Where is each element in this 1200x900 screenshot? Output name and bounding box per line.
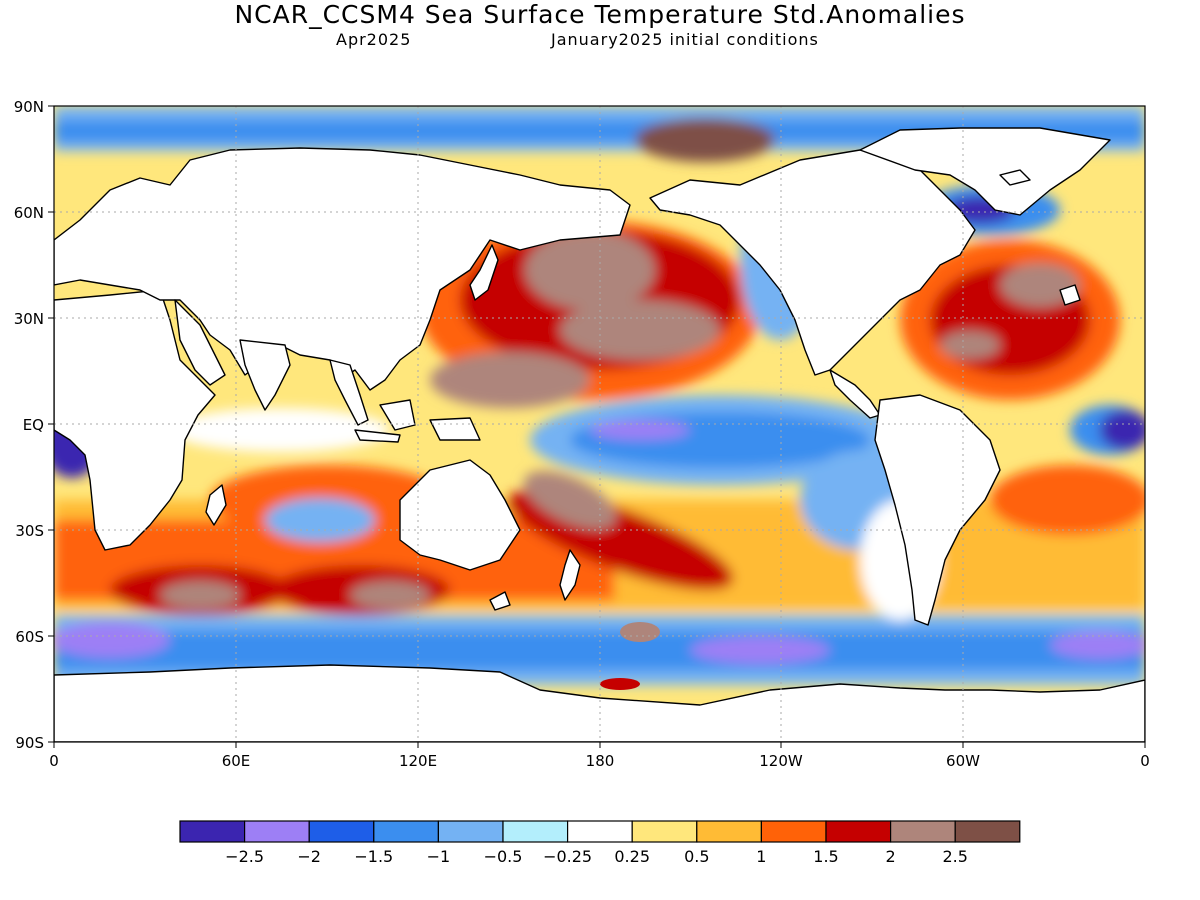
colorbar-swatch [889,820,956,843]
colorbar-swatch [373,820,439,843]
lat-label-90n: 90N [14,98,44,116]
lon-label-0: 0 [49,752,59,770]
lon-label-120w: 120W [759,752,803,770]
map-title: NCAR_CCSM4 Sea Surface Temperature Std.A… [234,0,966,29]
lon-label-60w: 60W [946,752,980,770]
colorbar-label: 0.5 [684,847,709,866]
colorbar-swatch [179,820,246,843]
colorbar-label: −1.5 [354,847,393,866]
colorbar-label: −2.5 [225,847,264,866]
lon-label-180: 180 [586,752,615,770]
lon-label-0-east: 0 [1140,752,1150,770]
colorbar-legend: −2.5 −2 −1.5 −1 −0.5 −0.25 0.25 0.5 1 1.5 2 2.5 [179,820,1021,866]
colorbar-label: −2 [297,847,321,866]
tick-marks [48,105,1146,748]
colorbar-label: 2.5 [942,847,967,866]
colorbar-label: −0.25 [543,847,592,866]
lat-label-eq: EQ [23,416,44,434]
colorbar-swatch [825,820,892,843]
colorbar-label: 1.5 [813,847,838,866]
lat-label-30s: 30S [15,522,44,540]
lat-label-30n: 30N [14,310,44,328]
colorbar-label: 1 [756,847,766,866]
colorbar-swatch [631,820,698,843]
lat-label-90s: 90S [15,734,44,752]
colorbar-label: 2 [886,847,896,866]
initial-conditions: January2025 initial conditions [551,30,819,49]
colorbar-swatch [566,820,633,843]
colorbar-label: −0.5 [484,847,523,866]
lat-label-60s: 60S [15,628,44,646]
colorbar-swatch [502,820,569,843]
colorbar-swatch [244,820,310,843]
graticule [54,106,1145,742]
colorbar-label: −1 [427,847,451,866]
forecast-month: Apr2025 [336,30,412,49]
colorbar-label: 0.25 [614,847,650,866]
colorbar-swatch [760,820,827,843]
colorbar-swatch [696,820,762,843]
colorbar-swatch [437,820,504,843]
colorbar-swatch [308,820,375,843]
colorbar-swatch [954,820,1021,843]
lat-label-60n: 60N [14,204,44,222]
land [54,127,1145,742]
lon-label-120e: 120E [399,752,437,770]
lon-label-60e: 60E [222,752,251,770]
